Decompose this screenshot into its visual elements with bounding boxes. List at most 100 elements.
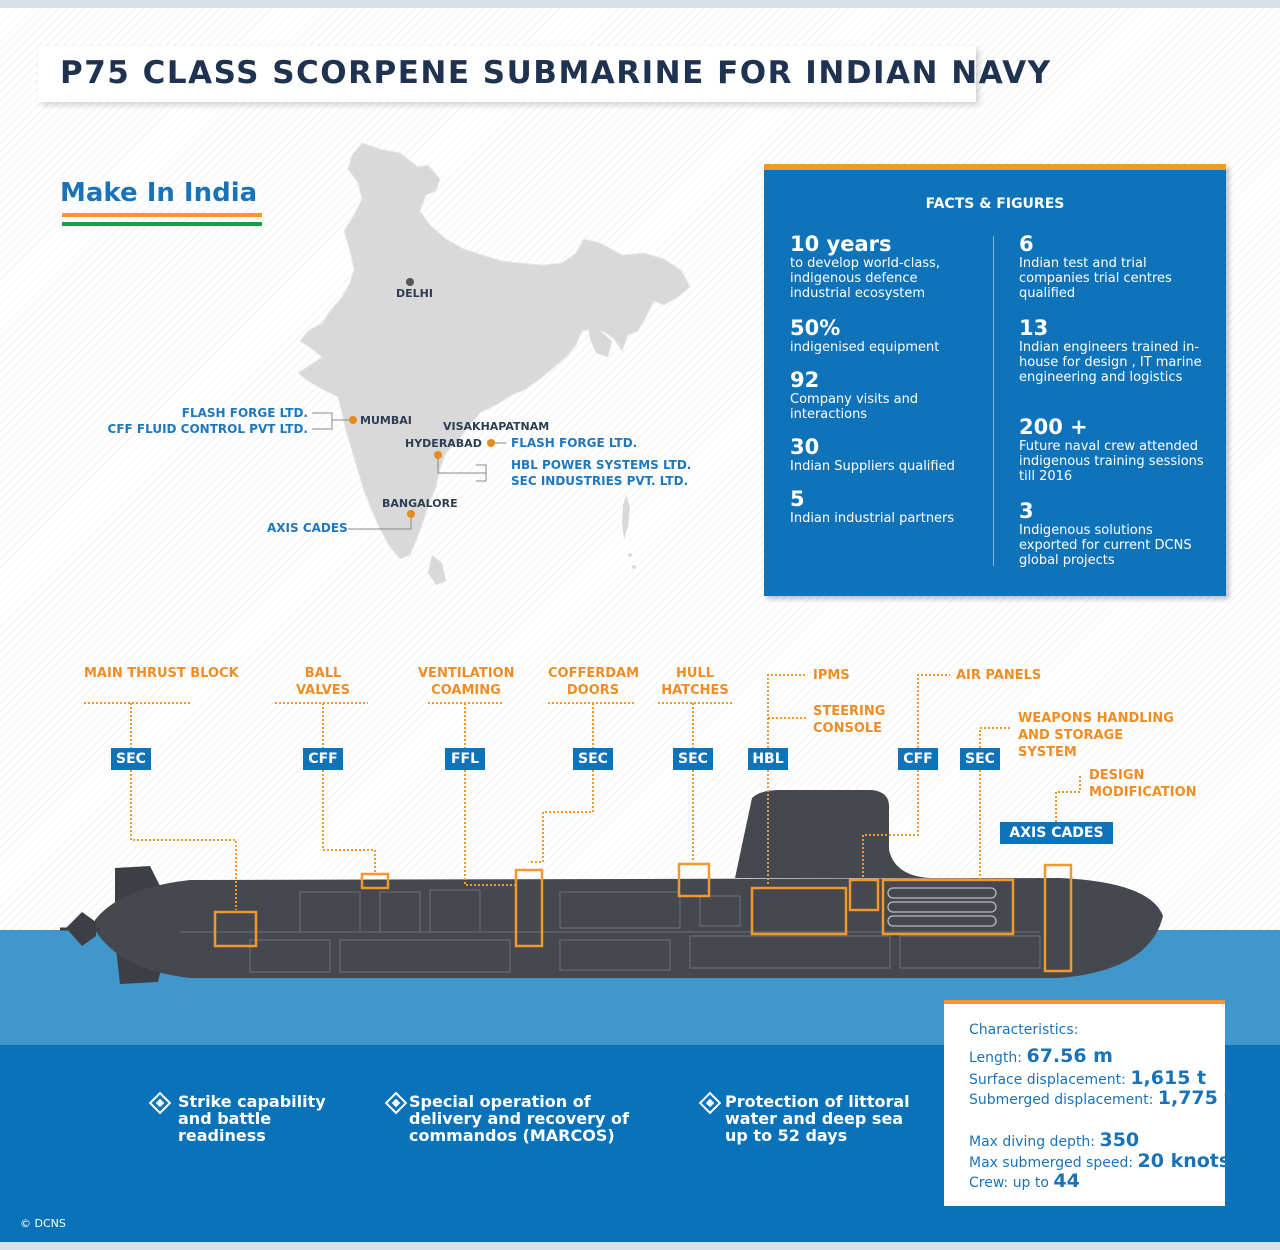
sri-lanka [428,555,446,585]
supplier-tag: SEC [111,748,151,770]
supplier-tag: HBL [748,748,788,770]
india-map [297,142,691,585]
spec-label: Surface displacement: [969,1072,1126,1088]
submarine-interior [180,889,1041,973]
supplier-tag-axis-cades: AXIS CADES [1000,822,1113,844]
top-border [0,0,1280,8]
supplier-tag: FFL [445,748,485,770]
company-hbl-power: HBL POWER SYSTEMS LTD. [511,458,692,472]
city-hyderabad: HYDERABAD [405,437,482,450]
facts-panel: FACTS & FIGURES 10 years to develop worl… [764,164,1226,596]
fact-number: 3 [1019,499,1034,523]
fact-number: 92 [790,368,820,392]
fact-item: 50% indigenised equipment [790,316,980,355]
leader-lines [84,674,1081,910]
label-steering-console: STEERING CONSOLE [813,704,886,736]
delhi-dot [406,278,414,286]
city-visakhapatnam: VISAKHAPATNAM [443,420,550,433]
company-axis-cades: AXIS CADES [267,521,348,535]
label-main-thrust-block: MAIN THRUST BLOCK [84,666,239,681]
spec-crew: Crew: up to 44 [969,1171,1080,1193]
fact-number: 10 years [790,232,892,256]
mumbai-dot [349,416,357,424]
northeast-region [586,317,612,357]
company-flash-forge-mumbai: FLASH FORGE LTD. [181,406,308,420]
fact-description: Indian Suppliers qualified [790,459,955,474]
spec-label: Max submerged speed: [969,1155,1134,1171]
spec-value: 350 [1099,1129,1140,1151]
fact-description: indigenised equipment [790,340,940,355]
spec-value: 67.56 m [1026,1045,1113,1067]
company-sec-industries: SEC INDUSTRIES PVT. LTD. [511,474,689,488]
fact-item: 13 Indian engineers trained in-house for… [1019,316,1207,385]
supplier-tag: CFF [898,748,938,770]
label-ipms: IPMS [813,668,850,683]
spec-value: 1,775 t [1157,1087,1234,1109]
fact-number: 6 [1019,232,1034,256]
spec-value: 44 [1053,1170,1080,1192]
fact-description: Indian industrial partners [790,511,955,526]
characteristics-heading: Characteristics: [969,1022,1079,1038]
spec-label: Max diving depth: [969,1134,1096,1150]
spec-surface-displacement: Surface displacement: 1,615 t [969,1068,1206,1090]
fact-item: 3 Indigenous solutions exported for curr… [1019,499,1207,568]
spec-label: Length: [969,1050,1023,1066]
capability-bullet: Strike capability and battle readiness [178,1092,326,1145]
hyderabad-dot [434,451,442,459]
bottom-border [0,1242,1280,1250]
visakhapatnam-dot [487,439,495,447]
capability-bullet: Special operation of delivery and recove… [409,1092,629,1145]
spec-submerged-displacement: Submerged displacement: 1,775 t [969,1088,1234,1110]
city-mumbai: MUMBAI [360,414,412,427]
fact-item: 6 Indian test and trial companies trial … [1019,232,1207,301]
characteristics-panel: Characteristics: Length: 67.56 m Surface… [944,1000,1234,1206]
fact-description: Future naval crew attended indigenous tr… [1019,439,1204,484]
company-cff-fluid-control: CFF FLUID CONTROL PVT LTD. [107,422,308,436]
torpedo-tubes [887,887,997,927]
spec-diving-depth: Max diving depth: 350 [969,1130,1139,1152]
india-outline [297,142,691,560]
spec-length: Length: 67.56 m [969,1046,1113,1068]
fact-description: Indian engineers trained in-house for de… [1019,340,1202,385]
fact-number: 5 [790,487,805,511]
facts-divider [993,236,994,566]
label-design-modification: DESIGN MODIFICATION [1089,768,1197,800]
label-hull-hatches: HULL HATCHES [661,666,729,698]
label-air-panels: AIR PANELS [956,668,1042,683]
fact-description: Indian test and trial companies trial ce… [1019,256,1172,301]
nicobar-islands [628,553,632,557]
bangalore-connector [348,518,412,530]
label-weapons-handling: WEAPONS HANDLING AND STORAGE SYSTEM [1018,711,1174,760]
spec-value: 1,615 t [1130,1067,1207,1089]
label-ball-valves: BALL VALVES [295,666,351,698]
fact-item: 5 Indian industrial partners [790,487,980,526]
submarine-diagram [60,674,1163,984]
capability-bullet: Protection of littoral water and deep se… [725,1092,910,1145]
nicobar-islands-2 [632,565,636,569]
submarine-sail [735,790,930,878]
label-ventilation-coaming: VENTILATION COAMING [418,666,515,698]
fact-description: Indigenous solutions exported for curren… [1019,523,1192,568]
hyderabad-bracket [476,464,487,482]
bangalore-dot [407,510,415,518]
label-cofferdam-doors: COFFERDAM DOORS [548,666,640,698]
spec-submerged-speed: Max submerged speed: 20 knots [969,1151,1230,1173]
fact-description: to develop world-class, indigenous defen… [790,256,940,301]
title-banner: P75 CLASS SCORPENE SUBMARINE FOR INDIAN … [38,46,1050,102]
page-title: P75 CLASS SCORPENE SUBMARINE FOR INDIAN … [60,55,1052,91]
fact-item: 10 years to develop world-class, indigen… [790,232,980,301]
hyderabad-connector [437,459,486,474]
fact-description: Company visits and interactions [790,392,919,422]
supplier-tag: SEC [960,748,1000,770]
fact-number: 200 + [1019,415,1088,439]
supplier-tag: SEC [673,748,713,770]
spec-label: Crew: up to [969,1175,1049,1191]
make-in-india-heading: Make In India [60,178,258,208]
fact-number: 50% [790,316,841,340]
city-delhi: DELHI [396,287,433,300]
fact-item: 92 Company visits and interactions [790,368,980,422]
mumbai-connector [312,412,333,430]
copyright: © DCNS [20,1217,66,1230]
andaman-islands [622,495,630,539]
fact-number: 30 [790,435,820,459]
